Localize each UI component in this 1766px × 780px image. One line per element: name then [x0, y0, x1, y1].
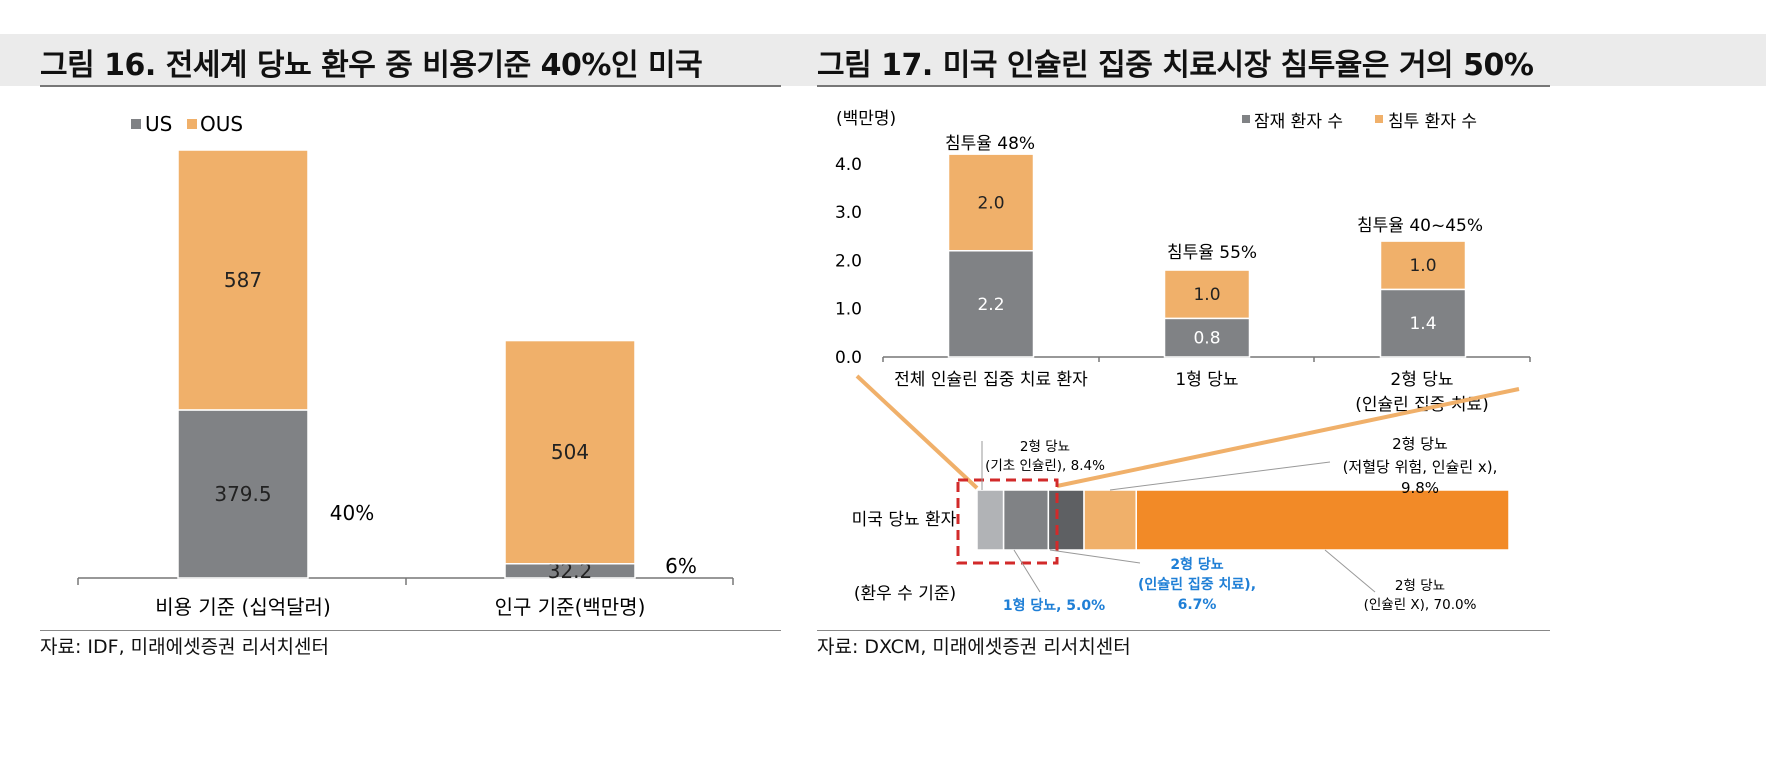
leader-line	[1324, 549, 1376, 593]
breakdown-bar-segment	[1135, 489, 1510, 551]
y-tick-label: 0.0	[835, 348, 862, 368]
y-tick-label: 4.0	[835, 155, 862, 175]
segment-callout-label: (기초 인슐린), 8.4%	[985, 458, 1105, 474]
breakdown-bar-segment	[976, 489, 1005, 551]
segment-callout-label: 2형 당뇨	[1170, 556, 1223, 573]
breakdown-bar-segment	[1002, 489, 1050, 551]
segment-callout-label: 1형 당뇨, 5.0%	[1003, 597, 1105, 614]
left-source-note: 자료: IDF, 미래에셋증권 리서치센터	[40, 636, 329, 658]
legend-swatch-ous	[187, 119, 197, 129]
bar-segment-ous	[504, 339, 636, 565]
bar-value-label: 1.0	[1193, 285, 1220, 305]
left-figure-title: 그림 16. 전세계 당뇨 환우 중 비용기준 40%인 미국	[40, 48, 703, 83]
bar-segment-us	[177, 409, 309, 579]
legend-label-ous: OUS	[200, 112, 243, 136]
right-figure-title: 그림 17. 미국 인슐린 집중 치료시장 침투율은 거의 50%	[817, 48, 1534, 83]
bar-value-label: 587	[224, 268, 262, 292]
penetration-annotation: 침투율 40~45%	[1357, 216, 1483, 236]
bar-value-label: 1.4	[1409, 314, 1436, 334]
right-y-unit-label: (백만명)	[836, 109, 896, 129]
segment-callout-label: 9.8%	[1401, 479, 1439, 497]
right-source-note: 자료: DXCM, 미래에셋증권 리서치센터	[817, 636, 1131, 658]
segment-callout-label: 2형 당뇨	[1395, 578, 1445, 594]
leader-line	[1109, 461, 1331, 491]
zoom-connector-line	[1056, 387, 1520, 488]
bar-segment-ous	[177, 149, 309, 411]
left-category-label: 비용 기준 (십억달러)	[155, 595, 331, 619]
bar-segment-penetrated	[1163, 269, 1251, 320]
right-category-label: 1형 당뇨	[1175, 370, 1238, 390]
penetration-annotation: 침투율 48%	[945, 134, 1035, 154]
legend-swatch-us	[131, 119, 141, 129]
bar-value-label: 0.8	[1193, 329, 1220, 349]
bar-segment-penetrated	[947, 153, 1035, 252]
y-tick-label: 1.0	[835, 300, 862, 320]
breakdown-bar-segment	[1083, 489, 1137, 551]
right-category-label: 전체 인슐린 집중 치료 환자	[894, 370, 1088, 390]
right-category-sublabel: (인슐린 집중 치료)	[1355, 395, 1489, 415]
bar-segment-potential	[1379, 288, 1467, 358]
bar-value-label: 1.0	[1409, 256, 1436, 276]
legend-label-penetrated: 침투 환자 수	[1388, 112, 1477, 132]
leader-line	[1013, 549, 1041, 593]
segment-callout-label: 6.7%	[1178, 597, 1217, 613]
insulin-focus-highlight-box	[956, 478, 1059, 565]
legend-label-us: US	[145, 112, 172, 136]
left-legend: US OUS	[131, 112, 243, 136]
y-tick-label: 3.0	[835, 203, 862, 223]
leader-line	[1049, 549, 1141, 564]
segment-callout-label: (인슐린 집중 치료),	[1138, 576, 1256, 593]
bar-value-label: 2.2	[977, 295, 1004, 315]
right-legend: 잠재 환자 수 침투 환자 수	[1242, 112, 1477, 132]
zoom-connector-line	[855, 374, 979, 490]
left-source-rule	[40, 630, 781, 631]
title-band	[0, 34, 1766, 86]
bar-value-label: 2.0	[977, 193, 1004, 213]
y-tick-label: 2.0	[835, 251, 862, 271]
penetration-annotation: 침투율 55%	[1167, 243, 1257, 263]
bar-value-label: 379.5	[214, 482, 271, 506]
left-title-rule	[40, 85, 781, 87]
right-source-rule	[817, 630, 1550, 631]
bar-segment-potential	[1163, 317, 1251, 358]
segment-callout-label: (인슐린 X), 70.0%	[1364, 597, 1477, 613]
bar-segment-potential	[947, 249, 1035, 358]
legend-swatch-potential	[1242, 115, 1250, 123]
legend-label-potential: 잠재 환자 수	[1254, 112, 1343, 132]
left-category-label: 인구 기준(백만명)	[495, 595, 646, 619]
segment-callout-label: 2형 당뇨	[1020, 439, 1070, 455]
left-share-annotation: 40%	[330, 501, 374, 525]
right-category-label: 2형 당뇨	[1390, 370, 1453, 390]
breakdown-category-sublabel: (환우 수 기준)	[854, 584, 956, 604]
breakdown-category-label: 미국 당뇨 환자	[852, 510, 957, 530]
segment-callout-label: 2형 당뇨	[1392, 435, 1448, 453]
legend-swatch-penetrated	[1375, 115, 1383, 123]
right-title-rule	[817, 85, 1550, 87]
segment-callout-label: (저혈당 위험, 인슐린 x),	[1343, 458, 1498, 476]
bar-segment-penetrated	[1379, 240, 1467, 291]
breakdown-bar-segment	[1047, 489, 1085, 551]
bar-value-label: 504	[551, 440, 589, 464]
left-share-annotation: 6%	[665, 554, 697, 578]
